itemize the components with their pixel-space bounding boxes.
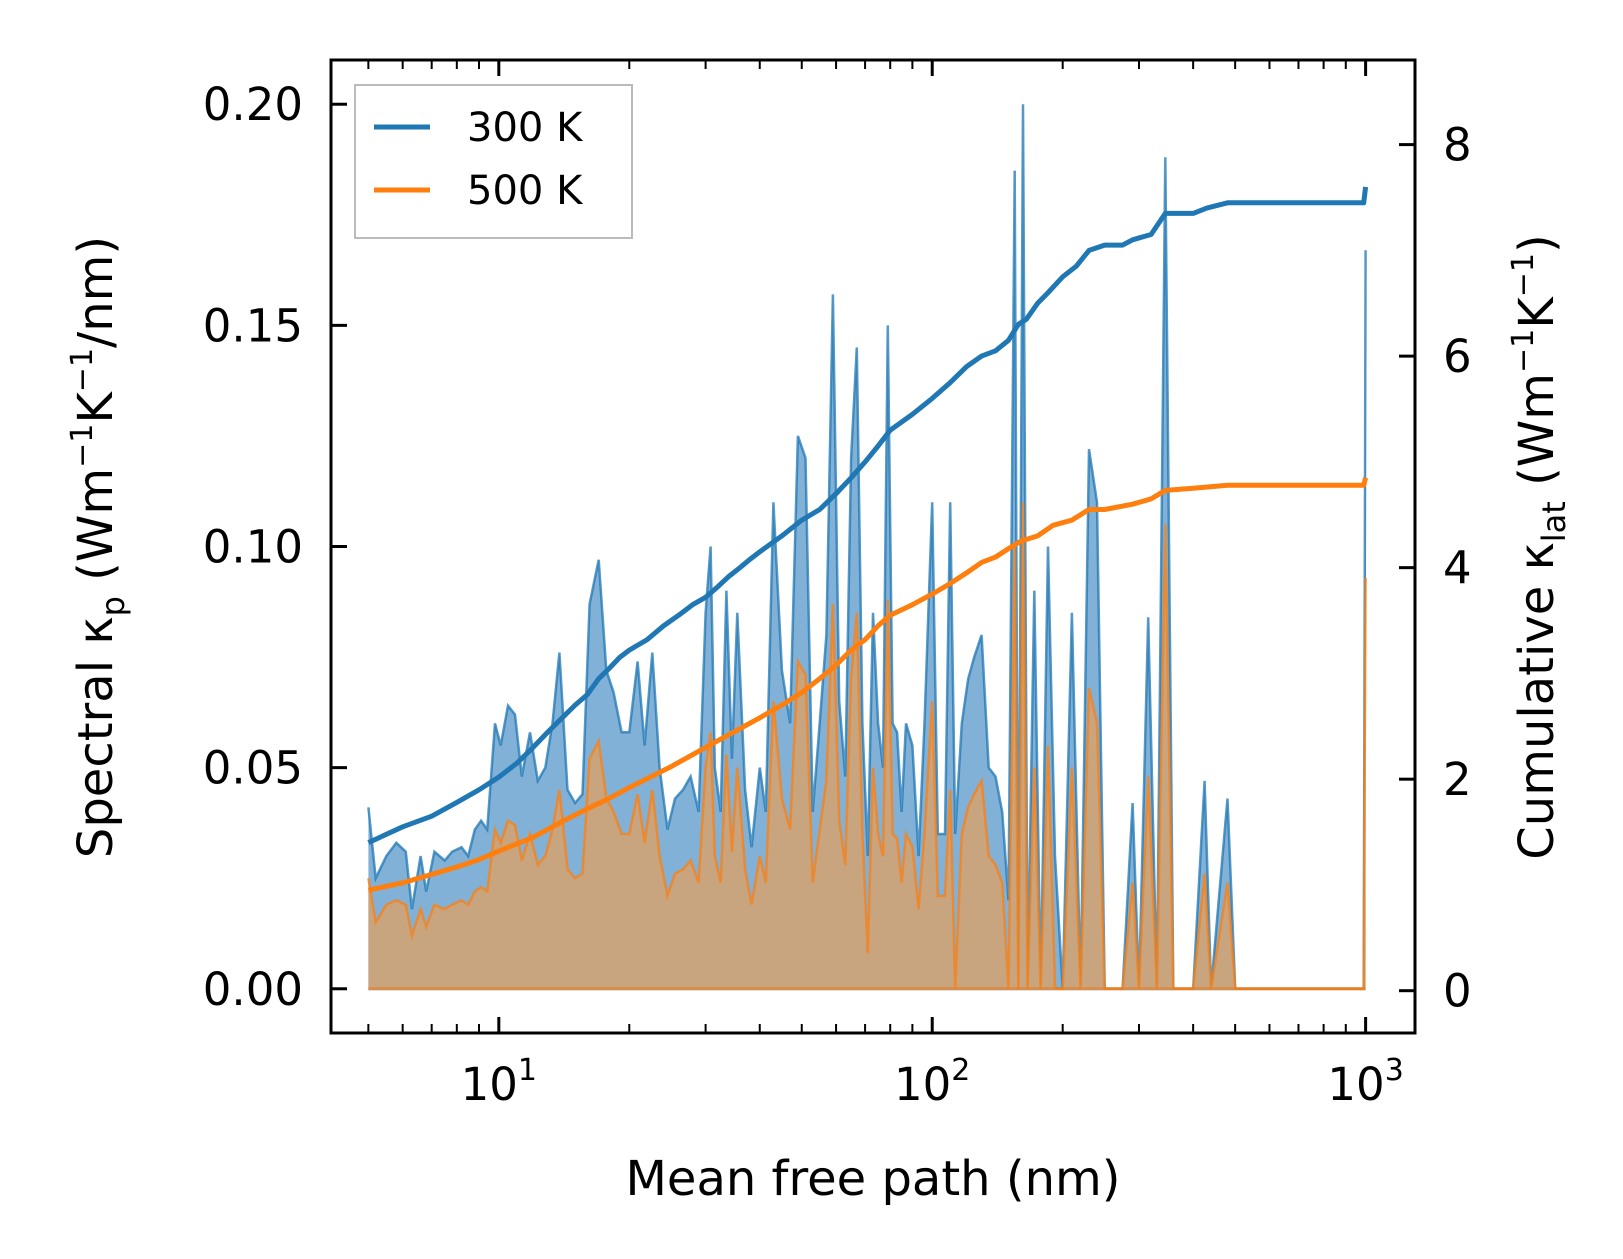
axis-ticks (331, 60, 1415, 1033)
x-tick-base: 10 (894, 1058, 951, 1111)
x-tick-label: 101 (461, 1053, 537, 1111)
x-tick-exponent: 2 (951, 1053, 970, 1088)
legend-box (354, 84, 633, 239)
y-right-tick-label: 0 (1443, 965, 1472, 1018)
x-tick-label: 102 (894, 1053, 970, 1111)
y-left-tick-label: 0.15 (203, 299, 303, 352)
legend-label-500k: 500 K (467, 168, 584, 214)
series-lines (367, 186, 1369, 893)
y-right-tick-label: 4 (1443, 542, 1472, 595)
cumulative-line-300k (367, 186, 1369, 845)
cumulative-line-500k (367, 477, 1369, 893)
x-tick-exponent: 3 (1385, 1053, 1404, 1088)
x-axis-title: Mean free path (nm) (626, 1151, 1121, 1207)
legend-label-300k: 300 K (467, 105, 584, 151)
y-left-tick-label: 0.10 (203, 521, 303, 574)
y-right-tick-label: 8 (1443, 119, 1472, 172)
right-y-axis-title: Cumulative κlat (Wm−1K−1) (1506, 234, 1573, 859)
y-right-tick-label: 2 (1443, 753, 1472, 806)
x-tick-base: 10 (461, 1058, 518, 1111)
x-tick-exponent: 1 (518, 1053, 537, 1088)
x-tick-base: 10 (1327, 1058, 1384, 1111)
left-y-axis-title: Spectral κp (Wm−1K−1/nm) (65, 236, 132, 858)
y-left-tick-label: 0.00 (203, 963, 303, 1016)
y-left-tick-label: 0.05 (203, 742, 303, 795)
y-right-tick-label: 6 (1443, 330, 1472, 383)
y-left-tick-label: 0.20 (203, 78, 303, 131)
spectral-fill-500k (368, 502, 1366, 989)
legend: 300 K 500 K (354, 84, 633, 239)
x-tick-label: 103 (1327, 1053, 1403, 1111)
spectral-line-500k (367, 502, 1367, 991)
spectral-fill-300k (368, 104, 1366, 989)
